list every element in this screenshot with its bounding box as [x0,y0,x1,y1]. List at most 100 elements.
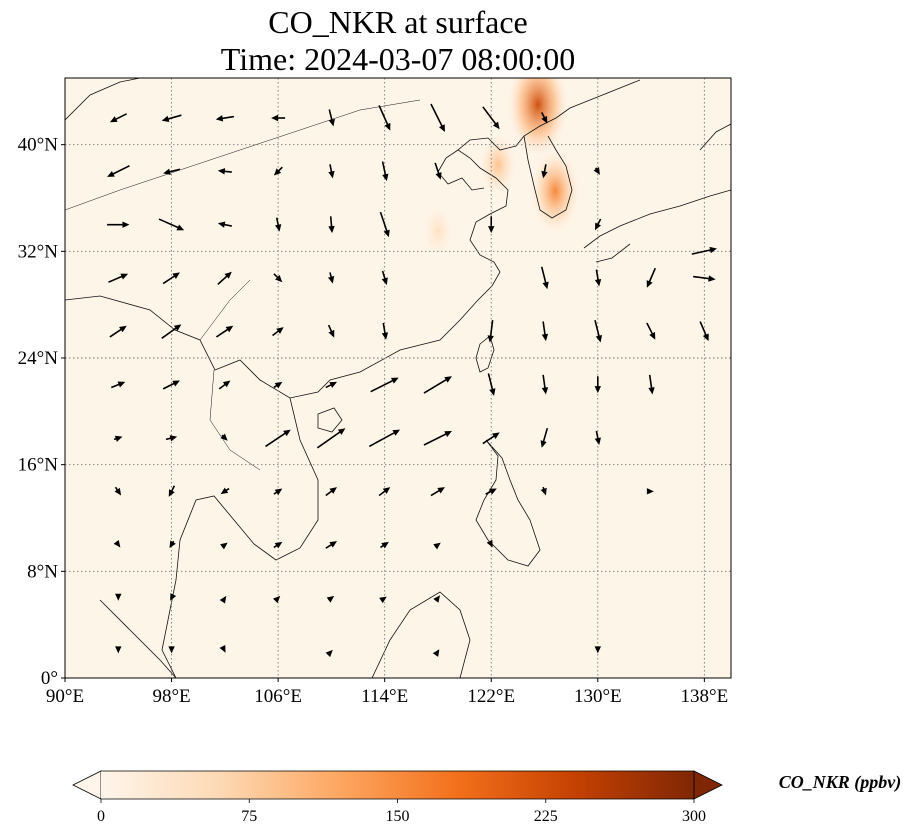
inland-borders [65,99,421,471]
wind-arrow [540,266,549,290]
lon-tick-label: 106°E [254,686,302,707]
map-frame [64,77,732,679]
wind-arrow [434,162,442,180]
wind-arrow [488,216,495,234]
wind-arrow [220,542,228,550]
wind-arrow [423,376,452,394]
wind-arrow [115,646,122,654]
philippines-coastline [475,439,541,567]
wind-arrow [381,322,389,340]
plume-east-china-plume [421,203,455,260]
wind-arrow [325,381,337,389]
wind-arrow [541,374,549,395]
wind-arrow [328,164,335,179]
wind-arrow [430,103,445,132]
wind-arrow [215,115,235,122]
wind-arrow [594,269,602,287]
borneo-coastline [371,591,471,678]
wind-arrow [108,273,129,283]
wind-arrow [220,487,230,495]
wind-arrow [161,324,182,339]
lon-tick-label: 114°E [361,686,408,707]
wind-arrow [219,645,226,653]
wind-arrow [482,432,500,445]
wind-arrow [168,485,176,497]
mainland-asia-coastline [65,78,641,399]
wind-arrow [273,541,283,549]
wind-arrow [381,270,388,285]
wind-arrow [326,595,335,603]
wind-arrow [327,324,335,338]
plume-bohai-plume [477,130,519,200]
wind-arrow [113,435,123,442]
wind-arrow [378,487,391,497]
wind-arrow [215,325,234,338]
wind-arrow [370,377,399,393]
japan-coastline [583,123,731,263]
wind-arrow [162,272,180,285]
wind-arrow [325,541,337,549]
lat-tick-label: 40°N [18,135,59,156]
lon-tick-label: 130°E [574,686,622,707]
colorbar-label: CO_NKR (ppbv) [779,772,902,793]
hainan-coastline [317,407,343,433]
wind-arrow [423,431,452,446]
wind-arrow [271,114,286,122]
map-time-subtitle: Time: 2024-03-07 08:00:00 [220,41,576,77]
wind-arrow [316,428,346,449]
colorbar-gradient [101,771,694,799]
wind-arrow [328,216,335,234]
latitude-axis: 0° 8°N 16°N 24°N 32°N 40°N [18,135,65,689]
wind-arrow [168,646,175,654]
wind-arrow [594,430,601,445]
colorbar-tick-label: 300 [682,808,706,825]
wind-arrow [699,321,709,342]
wind-arrow [217,168,232,175]
wind-arrow [219,595,227,604]
wind-arrow [646,267,657,288]
wind-arrow [433,595,441,603]
wind-arrow [163,168,181,175]
wind-arrow [378,105,391,131]
lat-tick-label: 0° [41,668,58,689]
wind-arrow [272,327,284,337]
colorbar-extend-min [72,770,102,800]
wind-arrow [170,593,177,601]
wind-arrow [273,273,283,283]
longitude-axis: 90°E 98°E 106°E 114°E 122°E 130°E 138°E [46,678,728,707]
wind-arrow [482,106,500,130]
lon-tick-label: 90°E [46,686,84,707]
wind-arrow [593,167,600,175]
korea-coastline [523,135,573,219]
wind-arrow [487,373,496,396]
wind-arrow [541,112,548,124]
wind-arrow [379,596,387,604]
sumatra-coastline [99,599,177,678]
lat-tick-label: 32°N [18,241,59,262]
wind-vectors [107,103,717,658]
wind-arrow [594,646,601,654]
wind-arrow [115,593,122,601]
wind-arrow [107,165,130,177]
wind-arrow [486,539,493,548]
wind-arrow [325,487,337,497]
wind-arrow [380,541,389,549]
wind-arrow [273,166,283,176]
wind-arrow [594,319,603,343]
wind-arrow [169,540,176,549]
wind-arrow [693,275,716,282]
lat-tick-label: 24°N [18,348,59,369]
wind-arrow [379,211,390,238]
colorbar-tick-label: 150 [386,808,410,825]
wind-arrow [273,381,283,389]
wind-arrow [648,374,655,395]
wind-arrow [217,221,232,228]
colorbar-extend-max [693,770,723,800]
wind-arrow [646,322,656,340]
wind-arrow [109,113,128,123]
plume-korea-plume [529,146,582,236]
wind-arrow [107,221,130,228]
wind-arrow [541,164,548,179]
wind-arrow [540,427,549,448]
